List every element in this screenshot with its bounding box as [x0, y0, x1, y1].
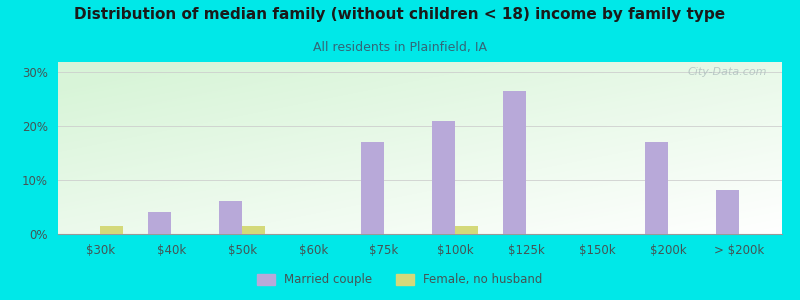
Bar — [646, 142, 668, 234]
Bar — [100, 226, 123, 234]
Text: All residents in Plainfield, IA: All residents in Plainfield, IA — [313, 40, 487, 53]
Bar — [716, 190, 739, 234]
Bar — [503, 91, 526, 234]
Bar — [362, 142, 384, 234]
Text: City-Data.com: City-Data.com — [688, 67, 767, 77]
Bar — [242, 226, 265, 234]
Bar — [432, 121, 455, 234]
Bar — [149, 212, 171, 234]
Bar — [455, 226, 478, 234]
Legend: Married couple, Female, no husband: Married couple, Female, no husband — [253, 269, 547, 291]
Bar — [219, 201, 242, 234]
Text: Distribution of median family (without children < 18) income by family type: Distribution of median family (without c… — [74, 8, 726, 22]
